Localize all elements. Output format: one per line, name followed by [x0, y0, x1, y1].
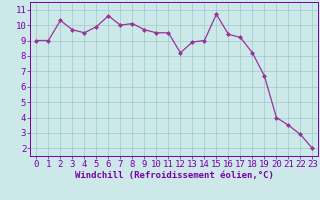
- X-axis label: Windchill (Refroidissement éolien,°C): Windchill (Refroidissement éolien,°C): [75, 171, 274, 180]
